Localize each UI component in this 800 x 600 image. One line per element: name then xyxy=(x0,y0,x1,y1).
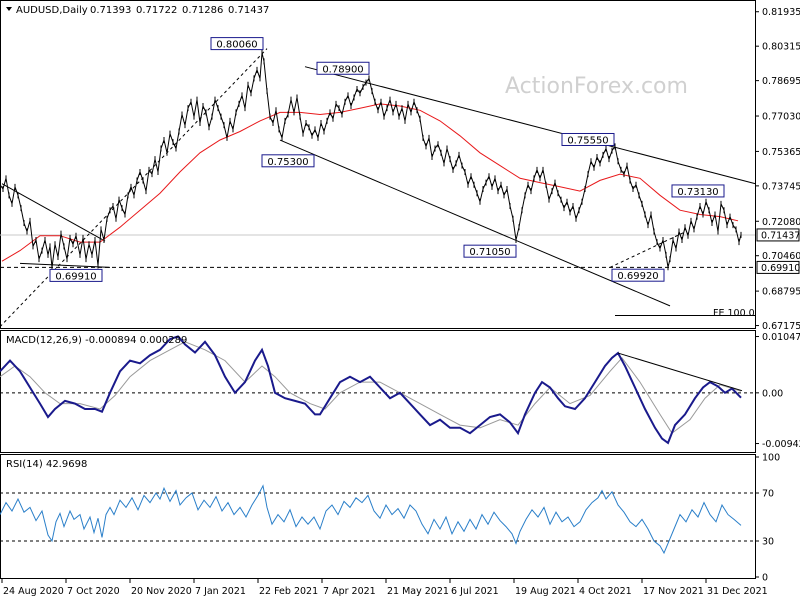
watermark: ActionForex.com xyxy=(505,74,688,99)
x-tick-label: 24 Aug 2020 xyxy=(3,586,64,597)
y-tick-label: 0.80315 xyxy=(762,42,800,53)
rsi-tick-label: 30 xyxy=(762,537,774,548)
price-plot: 0.80060 0.78900 0.75300 0.75550 0.71050 0.731… xyxy=(0,37,756,328)
price-header: AUDUSD,Daily 0.71393 0.71722 0.71286 0.7… xyxy=(6,5,269,16)
x-tick-label: 4 Oct 2021 xyxy=(579,586,632,597)
rsi-plot xyxy=(0,484,755,555)
ohlc-low: 0.71286 xyxy=(182,5,223,16)
macd-panel-frame xyxy=(0,330,756,453)
macd-plot xyxy=(0,335,755,445)
level-label: 0.75550 xyxy=(561,132,615,146)
level-label-text: 0.73130 xyxy=(677,187,718,198)
y-tick-label: 0.81935 xyxy=(762,7,800,18)
rsi-label: RSI(14) 42.9698 xyxy=(6,459,87,470)
rsi-line xyxy=(0,484,742,555)
level-label-text: 0.75550 xyxy=(567,135,608,146)
support-price-tag: 0.69910 xyxy=(756,260,800,274)
level-label: 0.75300 xyxy=(261,154,315,168)
y-tick-label: 0.77030 xyxy=(762,112,800,123)
level-label-text: 0.69920 xyxy=(617,271,658,282)
y-tick-label: 0.73745 xyxy=(762,181,800,192)
level-label: 0.69920 xyxy=(611,268,665,282)
level-label: 0.80060 xyxy=(210,37,264,51)
ohlc-close: 0.71437 xyxy=(228,5,269,16)
level-label-text: 0.80060 xyxy=(216,40,257,51)
y-tick-label: 0.67175 xyxy=(762,321,800,332)
level-label: 0.78900 xyxy=(316,61,370,75)
macd-trendline xyxy=(617,352,743,392)
price-line xyxy=(0,52,742,268)
trendline xyxy=(1,183,106,242)
x-tick-label: 7 Oct 2020 xyxy=(67,586,120,597)
x-tick-label: 7 Apr 2021 xyxy=(323,586,376,597)
y-tick-label: 0.70460 xyxy=(762,251,800,262)
y-tick-label: 0.75365 xyxy=(762,147,800,158)
level-label-text: 0.69910 xyxy=(55,271,96,282)
level-label-text: 0.75300 xyxy=(267,157,308,168)
level-label-text: 0.78900 xyxy=(322,64,363,75)
macd-tick-label: 0.00 xyxy=(762,388,783,399)
x-tick-label: 21 May 2021 xyxy=(387,586,449,597)
level-label: 0.69910 xyxy=(49,268,103,282)
level-label-text: 0.71050 xyxy=(469,247,510,258)
dropdown-triangle-icon xyxy=(6,7,12,11)
macd-tick-label: -0.009426 xyxy=(762,439,800,450)
x-tick-label: 17 Nov 2021 xyxy=(643,586,704,597)
sma-line xyxy=(1,103,739,262)
rsi-tick-label: 0 xyxy=(762,573,768,584)
ohlc-high: 0.71722 xyxy=(136,5,177,16)
level-label: 0.71050 xyxy=(463,244,517,258)
y-tick-label: 0.72080 xyxy=(762,217,800,228)
last-price-tag: 0.71437 xyxy=(756,228,800,242)
trendline xyxy=(609,231,687,268)
macd-label: MACD(12,26,9) -0.000894 0.000289 xyxy=(6,335,187,346)
rsi-tick-label: 100 xyxy=(762,453,780,464)
x-tick-label: 22 Feb 2021 xyxy=(259,586,318,597)
trendline xyxy=(304,66,756,185)
level-label: 0.73130 xyxy=(671,184,725,198)
fe-label: FE 100.0 xyxy=(713,308,755,319)
x-tick-label: 7 Jan 2021 xyxy=(195,586,246,597)
x-tick-label: 20 Nov 2020 xyxy=(131,586,192,597)
x-tick-label: 19 Aug 2021 xyxy=(515,586,576,597)
rsi-tick-label: 70 xyxy=(762,489,774,500)
last-price-text: 0.71437 xyxy=(761,230,800,241)
trendline xyxy=(0,48,268,328)
macd-line xyxy=(0,335,742,445)
trendline xyxy=(279,139,671,307)
x-tick-label: 31 Dec 2021 xyxy=(707,586,768,597)
support-price-text: 0.69910 xyxy=(761,263,800,274)
macd-tick-label: 0.010472 xyxy=(762,332,800,343)
y-tick-label: 0.78695 xyxy=(762,76,800,87)
symbol-label: AUDUSD,Daily xyxy=(16,5,88,16)
y-tick-label: 0.68795 xyxy=(762,287,800,298)
trendline xyxy=(19,262,111,268)
x-tick-label: 6 Jul 2021 xyxy=(451,586,499,597)
ohlc-open: 0.71393 xyxy=(90,5,131,16)
axes: 0.81935 0.80315 0.78695 0.77030 0.75365 0.737… xyxy=(1,7,800,597)
